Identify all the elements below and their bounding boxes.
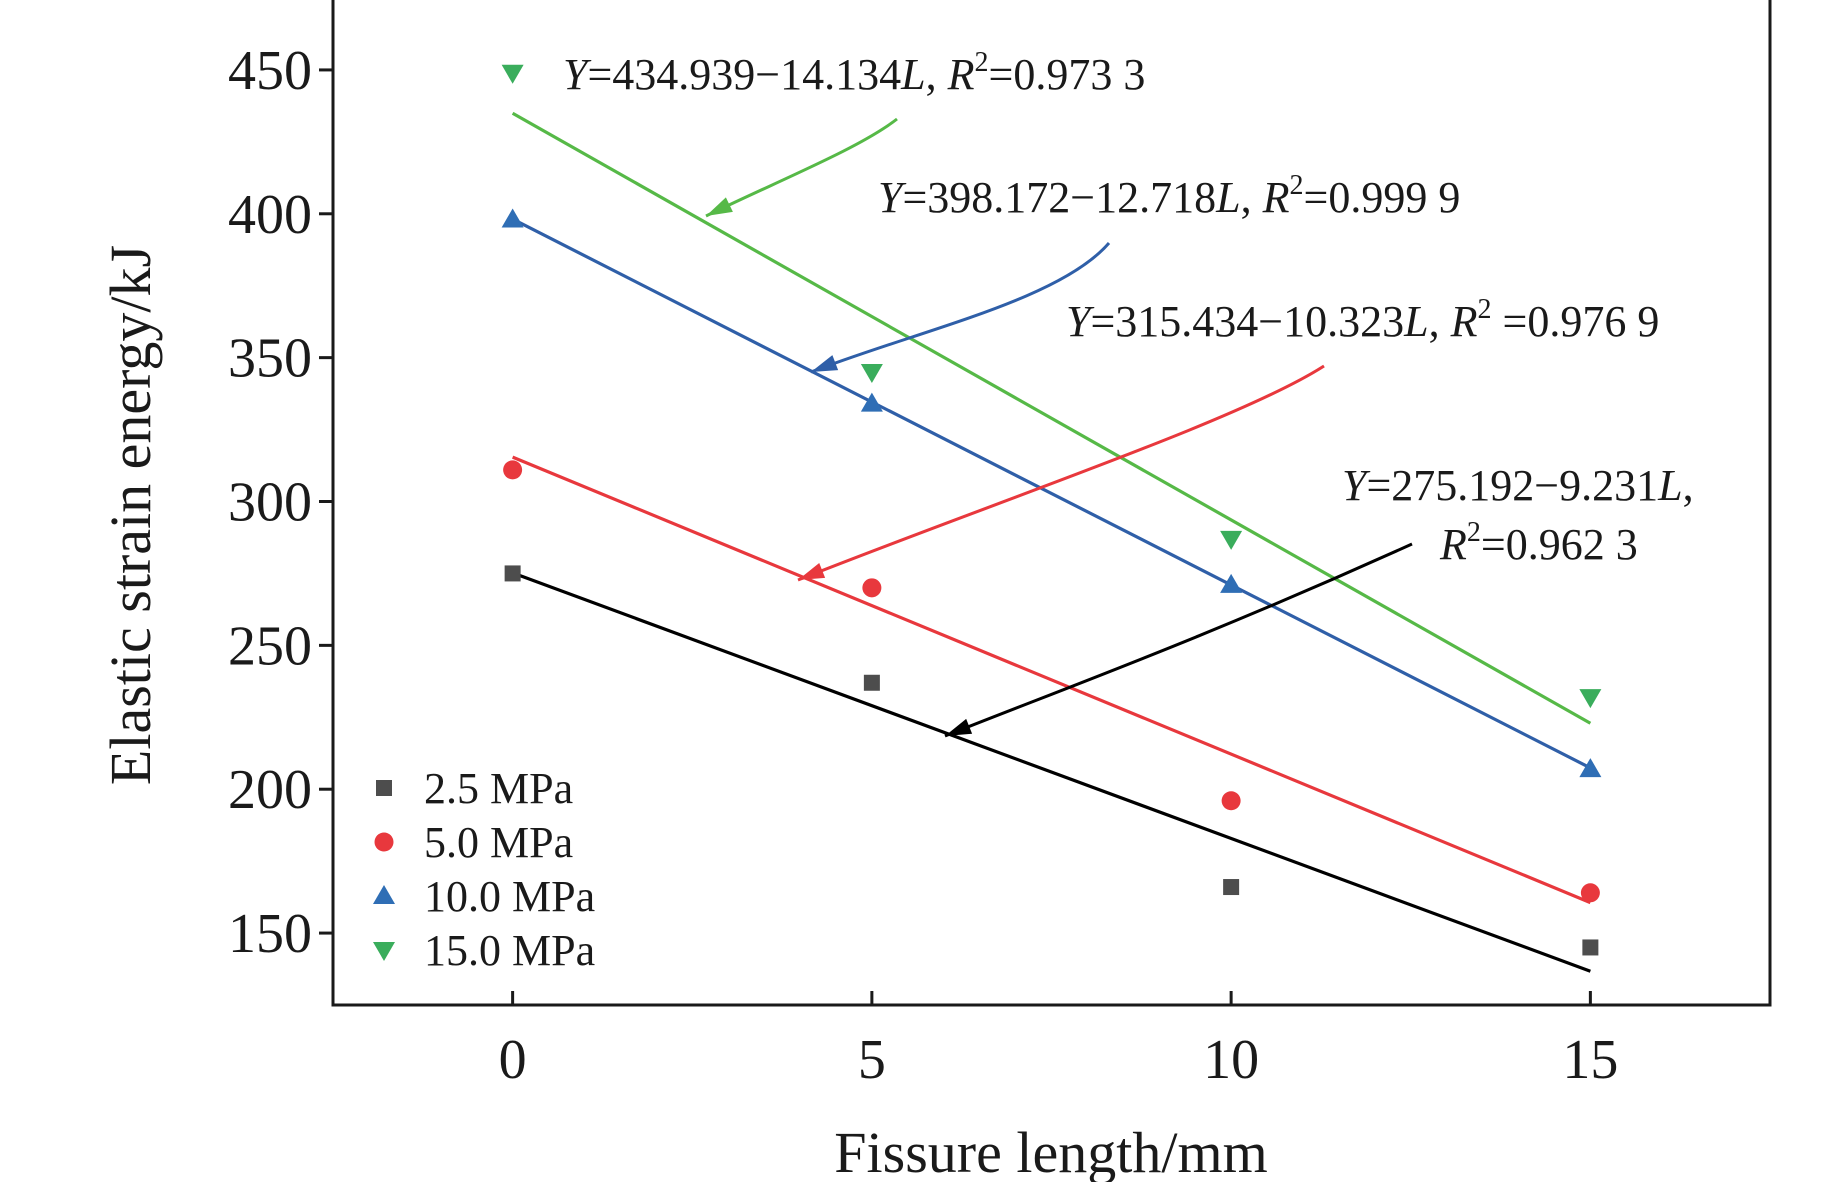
- legend-label: 10.0 MPa: [424, 872, 595, 921]
- data-point-series-1: [504, 565, 521, 582]
- annotation-arrow-series-4: [705, 117, 898, 218]
- annotation-arrowhead-series-2: [798, 562, 826, 580]
- fit-equation-series-3: Y=398.172−12.718L, R2=0.999 9: [878, 170, 1460, 222]
- data-point-series-2: [1580, 883, 1600, 903]
- annotation-arrowhead-series-4: [706, 197, 733, 216]
- annotation-arrow-series-3: [810, 242, 1111, 374]
- legend: 2.5 MPa 5.0 MPa 10.0 MPa 15.0 MPa: [373, 764, 595, 975]
- y-axis-title: Elastic strain energy/kJ: [98, 245, 163, 785]
- data-point-series-2: [1221, 791, 1241, 811]
- data-point-series-1: [1582, 939, 1599, 956]
- data-point-series-3: [1220, 573, 1243, 593]
- fit-line-series-3: [511, 217, 1592, 770]
- legend-marker: [374, 832, 394, 852]
- fit-line-series-4: [511, 111, 1592, 725]
- legend-marker: [373, 885, 395, 904]
- annotation-arrowhead-series-1: [945, 718, 973, 736]
- y-tick-label: 300: [228, 472, 312, 534]
- data-point-series-4: [1220, 530, 1243, 550]
- fit-equation-series-4: Y=434.939−14.134L, R2=0.973 3: [563, 47, 1145, 99]
- y-tick-label: 350: [228, 328, 312, 390]
- data-point-series-4: [1579, 689, 1602, 709]
- data-point-series-3: [501, 208, 524, 228]
- data-point-series-3: [1579, 758, 1602, 778]
- y-tick-label: 150: [228, 903, 312, 965]
- data-point-series-4: [860, 364, 883, 384]
- fit-equation-series-1: Y=275.192−9.231L,: [1342, 461, 1694, 510]
- fit-line-series-1: [512, 571, 1591, 973]
- fit-equation-series-2: Y=315.434−10.323L, R2 =0.976 9: [1066, 294, 1659, 346]
- fit-equation-series-1: R2=0.962 3: [1439, 517, 1638, 569]
- legend-marker: [373, 942, 395, 961]
- data-point-series-2: [862, 578, 882, 598]
- legend-marker: [376, 780, 392, 796]
- legend-label: 15.0 MPa: [424, 926, 595, 975]
- x-tick-label: 5: [858, 1029, 886, 1091]
- data-point-series-1: [863, 674, 880, 691]
- annotation-arrow-series-1: [944, 542, 1413, 738]
- x-tick-label: 10: [1203, 1029, 1259, 1091]
- x-tick-label: 0: [499, 1029, 527, 1091]
- x-axis-title: Fissure length/mm: [834, 1120, 1267, 1182]
- y-tick-label: 200: [228, 759, 312, 821]
- data-point-series-3: [860, 392, 883, 412]
- data-point-series-1: [1223, 879, 1240, 896]
- fit-line-series-2: [512, 455, 1591, 905]
- x-tick-label: 15: [1562, 1029, 1618, 1091]
- annotation-arrow-series-2: [797, 364, 1325, 582]
- legend-label: 2.5 MPa: [424, 764, 573, 813]
- annotation-arrowhead-series-3: [811, 355, 839, 372]
- legend-label: 5.0 MPa: [424, 818, 573, 867]
- data-point-series-4: [501, 64, 524, 84]
- y-tick-label: 450: [228, 40, 312, 102]
- y-tick-label: 250: [228, 615, 312, 677]
- y-tick-label: 400: [228, 184, 312, 246]
- data-point-series-2: [503, 460, 523, 480]
